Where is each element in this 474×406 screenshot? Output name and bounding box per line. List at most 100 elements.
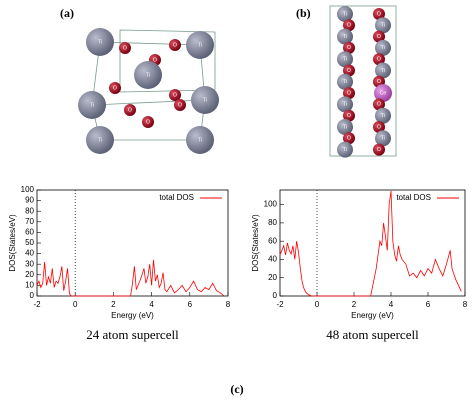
y-axis-label: DOS(States/eV) xyxy=(251,214,260,272)
atom-label: Ti xyxy=(198,42,202,48)
figure-label: (c) xyxy=(230,382,243,396)
plot-frame xyxy=(279,189,466,297)
atom-label: O xyxy=(128,107,132,113)
legend-label: total DOS xyxy=(396,193,431,202)
atom xyxy=(186,126,214,154)
atom xyxy=(191,86,219,114)
atom-label: O xyxy=(173,42,177,48)
dos-line xyxy=(279,190,462,297)
atom-label: Ti xyxy=(198,137,202,143)
atom xyxy=(373,8,385,20)
atom xyxy=(119,42,131,54)
atom xyxy=(337,141,353,158)
atom-label: O xyxy=(178,102,182,108)
atom-label: O xyxy=(377,34,381,40)
atom xyxy=(186,31,214,59)
atom-label: O xyxy=(377,79,381,85)
atom xyxy=(343,132,355,145)
x-tick-label: 2 xyxy=(352,300,357,309)
atom-label: Ti xyxy=(381,113,385,119)
x-axis-label: Energy (eV) xyxy=(111,311,154,320)
atom xyxy=(86,28,114,56)
atom-label: O xyxy=(377,102,381,108)
atom-label: Ti xyxy=(343,57,347,63)
cell-frame xyxy=(329,5,397,157)
atom xyxy=(337,28,353,45)
y-tick-label: 0 xyxy=(30,291,35,300)
atom-label: O xyxy=(347,113,351,119)
x-tick-label: 4 xyxy=(149,300,154,309)
atom xyxy=(169,89,181,101)
atom xyxy=(78,91,106,119)
atom-label: O xyxy=(347,136,351,142)
atom-label: Ti xyxy=(98,39,102,45)
atom-label: Ce xyxy=(380,90,387,96)
atom-label: Ti xyxy=(146,72,150,78)
x-tick-label: 0 xyxy=(315,300,320,309)
y-tick-label: 40 xyxy=(25,249,34,258)
caption: 48 atom supercell xyxy=(326,327,419,342)
atom xyxy=(343,41,355,54)
atom xyxy=(375,39,391,56)
atom-label: O xyxy=(347,90,351,96)
atom-label: O xyxy=(113,85,117,91)
atom xyxy=(109,82,121,94)
atom xyxy=(375,62,391,79)
y-tick-label: 30 xyxy=(25,259,34,268)
atom xyxy=(337,73,353,90)
atom-label: Ti xyxy=(203,97,207,103)
atom xyxy=(373,143,385,156)
atom-label: Ti xyxy=(343,11,347,17)
atom xyxy=(375,17,391,34)
y-tick-label: 80 xyxy=(268,218,277,227)
x-tick-label: -2 xyxy=(33,300,41,309)
atom xyxy=(86,126,114,154)
x-tick-label: -2 xyxy=(276,300,284,309)
atom xyxy=(374,84,392,103)
y-tick-label: 70 xyxy=(25,217,34,226)
atom-label: O xyxy=(153,57,157,63)
y-tick-label: 100 xyxy=(21,185,35,194)
atom xyxy=(169,39,181,51)
caption: 24 atom supercell xyxy=(86,327,179,342)
atom-label: O xyxy=(173,92,177,98)
y-tick-label: 10 xyxy=(25,281,34,290)
x-tick-label: 6 xyxy=(426,300,431,309)
atom xyxy=(142,116,154,128)
atom xyxy=(134,61,162,89)
atom xyxy=(373,121,385,133)
y-tick-label: 60 xyxy=(268,236,277,245)
y-tick-label: 40 xyxy=(268,255,277,264)
atom xyxy=(174,99,186,111)
atom-label: Ti xyxy=(98,137,102,143)
atom-label: O xyxy=(347,45,351,51)
y-tick-label: 20 xyxy=(268,273,277,282)
atom xyxy=(375,130,391,147)
atom-label: Ti xyxy=(381,68,385,74)
panel-label: (a) xyxy=(60,6,74,20)
atom-label: Ti xyxy=(381,136,385,142)
x-tick-label: 2 xyxy=(111,300,116,309)
atom xyxy=(343,19,355,32)
x-tick-label: 0 xyxy=(73,300,78,309)
y-axis-label: DOS(States/eV) xyxy=(8,214,17,272)
atom xyxy=(373,98,385,111)
atom xyxy=(343,64,355,77)
y-tick-label: 50 xyxy=(25,238,34,247)
atom-label: Ti xyxy=(343,34,347,40)
atom xyxy=(337,6,353,22)
y-tick-label: 60 xyxy=(25,228,34,237)
legend-label: total DOS xyxy=(159,193,194,202)
atom xyxy=(373,53,385,66)
atom xyxy=(337,96,353,113)
atom xyxy=(337,119,353,135)
atom-label: O xyxy=(123,45,127,51)
x-axis-label: Energy (eV) xyxy=(351,311,394,320)
atom xyxy=(375,107,391,124)
y-tick-label: 100 xyxy=(264,200,278,209)
atom-label: O xyxy=(347,68,351,74)
atom-label: Ti xyxy=(343,102,347,108)
atom-label: O xyxy=(377,57,381,63)
